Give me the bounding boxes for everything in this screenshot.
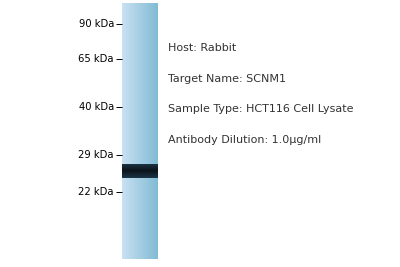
Text: Host: Rabbit: Host: Rabbit [168, 43, 236, 53]
Bar [122, 166, 158, 167]
Bar [122, 168, 158, 169]
Bar [147, 3, 148, 259]
Bar [122, 163, 158, 164]
Bar [137, 3, 138, 259]
Text: 22 kDa: 22 kDa [78, 187, 114, 197]
Text: Antibody Dilution: 1.0µg/ml: Antibody Dilution: 1.0µg/ml [168, 135, 321, 145]
Bar [125, 3, 126, 259]
Text: 40 kDa: 40 kDa [79, 102, 114, 112]
Bar [122, 175, 158, 176]
Bar [148, 3, 149, 259]
Bar [133, 3, 134, 259]
Bar [146, 3, 147, 259]
Bar [123, 3, 124, 259]
Bar [142, 3, 143, 259]
Text: 65 kDa: 65 kDa [78, 54, 114, 64]
Bar [141, 3, 142, 259]
Bar [149, 3, 150, 259]
Bar [129, 3, 130, 259]
Bar [122, 174, 158, 175]
Bar [122, 170, 158, 171]
Bar [154, 3, 155, 259]
Bar [150, 3, 151, 259]
Bar [122, 172, 158, 173]
Bar [144, 3, 145, 259]
Bar [122, 165, 158, 166]
Text: Target Name: SCNM1: Target Name: SCNM1 [168, 74, 286, 84]
Text: 90 kDa: 90 kDa [79, 19, 114, 29]
Bar [143, 3, 144, 259]
Bar [152, 3, 153, 259]
Bar [127, 3, 128, 259]
Bar [130, 3, 131, 259]
Bar [122, 177, 158, 178]
Bar [132, 3, 133, 259]
Text: Sample Type: HCT116 Cell Lysate: Sample Type: HCT116 Cell Lysate [168, 104, 354, 115]
Bar [122, 171, 158, 172]
Bar [124, 3, 125, 259]
Bar [140, 3, 141, 259]
Bar [126, 3, 127, 259]
Bar [122, 176, 158, 177]
Bar [135, 3, 136, 259]
Bar [138, 3, 139, 259]
Bar [156, 3, 157, 259]
Bar [153, 3, 154, 259]
Bar [122, 3, 123, 259]
Bar [155, 3, 156, 259]
Bar [157, 3, 158, 259]
Bar [131, 3, 132, 259]
Bar [122, 173, 158, 174]
Bar [151, 3, 152, 259]
Bar [122, 164, 158, 165]
Text: 29 kDa: 29 kDa [78, 150, 114, 160]
Bar [122, 169, 158, 170]
Bar [136, 3, 137, 259]
Bar [122, 167, 158, 168]
Bar [128, 3, 129, 259]
